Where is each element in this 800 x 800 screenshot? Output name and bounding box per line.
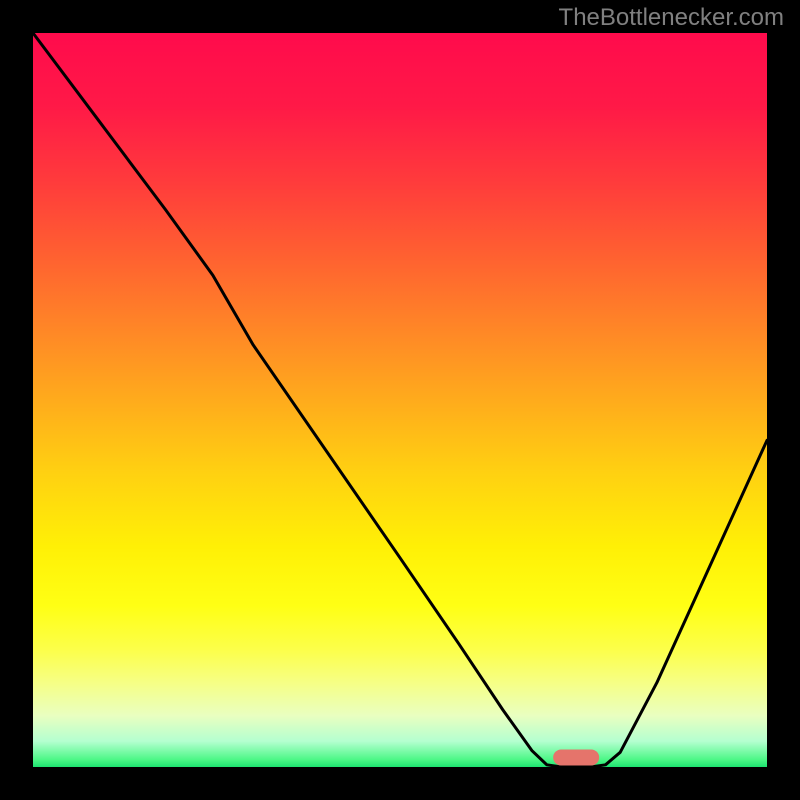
optimal-marker	[553, 749, 599, 765]
bottleneck-chart	[0, 0, 800, 800]
gradient-area	[33, 33, 767, 767]
watermark-text: TheBottlenecker.com	[559, 4, 784, 32]
chart-container: { "canvas": { "width": 800, "height": 80…	[0, 0, 800, 800]
